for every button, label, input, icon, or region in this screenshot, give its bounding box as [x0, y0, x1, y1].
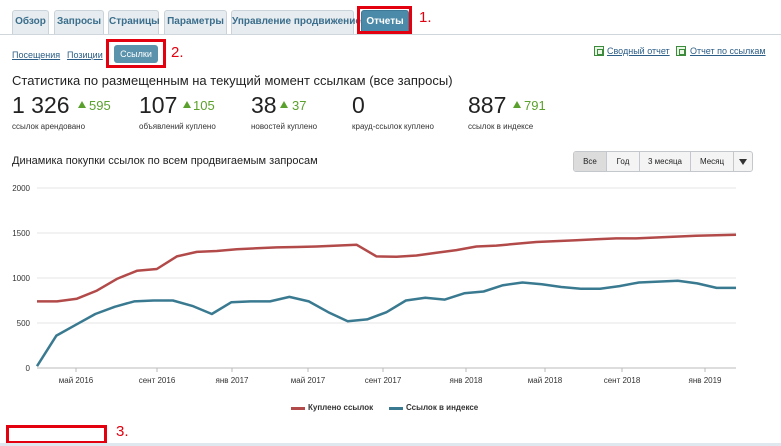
tab-parameters[interactable]: Параметры	[164, 10, 227, 34]
stat-delta: 595	[89, 98, 111, 113]
x-tick-label: май 2016	[59, 376, 94, 385]
line-chart: 0 500 1000 1500 2000 май 2016 сент 2016 янв 201…	[12, 184, 737, 385]
legend-label: Куплено ссылок	[308, 403, 374, 412]
stat-delta: 791	[524, 98, 546, 113]
subnav-visits-link[interactable]: Посещения	[12, 50, 61, 60]
range-year-button[interactable]: Год	[607, 152, 640, 171]
subnav-positions-link[interactable]: Позиции	[67, 50, 103, 60]
annotation-marker-1: 1.	[419, 9, 432, 26]
tab-bar: Обзор Запросы Страницы Параметры Управле…	[0, 0, 781, 35]
links-report-link[interactable]: Отчет по ссылкам	[690, 46, 766, 56]
stat-label: крауд-ссылок куплено	[352, 122, 434, 131]
up-arrow-icon	[280, 101, 288, 108]
range-dropdown-button[interactable]	[734, 152, 752, 171]
triangle-down-icon	[739, 159, 747, 165]
legend-swatch	[291, 407, 305, 410]
x-tick-label: сент 2016	[139, 376, 176, 385]
excel-icon	[676, 46, 686, 56]
y-tick-label: 0	[26, 364, 31, 373]
stat-value: 1 326	[12, 92, 70, 118]
stat-label: новостей куплено	[251, 122, 318, 131]
stat-label: ссылок арендовано	[12, 122, 86, 131]
range-all-button[interactable]: Все	[574, 152, 607, 171]
x-tick-label: янв 2017	[215, 376, 249, 385]
x-tick-label: сент 2018	[604, 376, 641, 385]
annotation-marker-3: 3.	[116, 423, 129, 440]
x-tick-label: май 2017	[291, 376, 326, 385]
highlight-box-manage-links	[6, 425, 107, 444]
highlight-box-links	[106, 39, 166, 68]
highlight-box-reports	[357, 6, 412, 34]
tab-promotion-management[interactable]: Управление продвижением	[231, 10, 368, 34]
y-tick-label: 1500	[12, 229, 30, 238]
annotation-marker-2: 2.	[171, 44, 184, 61]
x-tick-label: сент 2017	[365, 376, 402, 385]
up-arrow-icon	[183, 101, 191, 108]
stat-value: 107	[139, 92, 178, 118]
range-selector: Все Год 3 месяца Месяц	[573, 151, 753, 172]
y-tick-label: 1000	[12, 274, 30, 283]
legend-label: Ссылок в индексе	[406, 403, 479, 412]
summary-report-link[interactable]: Сводный отчет	[607, 46, 670, 56]
range-month-button[interactable]: Месяц	[691, 152, 734, 171]
x-tick-label: янв 2018	[449, 376, 483, 385]
stat-value: 887	[468, 92, 507, 118]
tab-overview[interactable]: Обзор	[12, 10, 49, 34]
stat-delta: 37	[292, 98, 307, 113]
tab-pages[interactable]: Страницы	[108, 10, 160, 34]
stat-delta: 105	[193, 98, 215, 113]
series-line-indexed	[35, 279, 736, 367]
legend-swatch	[389, 407, 403, 410]
tab-reports[interactable]: Отчеты	[361, 10, 409, 34]
series-line-purchased	[37, 233, 737, 303]
divider	[0, 443, 781, 446]
stats-title: Статистика по размещенным на текущий мом…	[12, 73, 453, 88]
excel-icon	[594, 46, 604, 56]
stat-label: объявлений куплено	[139, 122, 216, 131]
x-tick-label: май 2018	[528, 376, 563, 385]
range-3months-button[interactable]: 3 месяца	[640, 152, 691, 171]
y-tick-label: 500	[17, 319, 31, 328]
up-arrow-icon	[513, 101, 521, 108]
stat-value: 0	[352, 92, 365, 118]
stat-label: ссылок в индексе	[468, 122, 534, 131]
subnav-links-button[interactable]: Ссылки	[114, 45, 158, 63]
stat-value: 38	[251, 92, 277, 118]
chart-title: Динамика покупки ссылок по всем продвига…	[12, 155, 318, 167]
x-tick-label: янв 2019	[688, 376, 722, 385]
up-arrow-icon	[78, 101, 86, 108]
y-tick-label: 2000	[12, 184, 30, 193]
tab-queries[interactable]: Запросы	[54, 10, 104, 34]
